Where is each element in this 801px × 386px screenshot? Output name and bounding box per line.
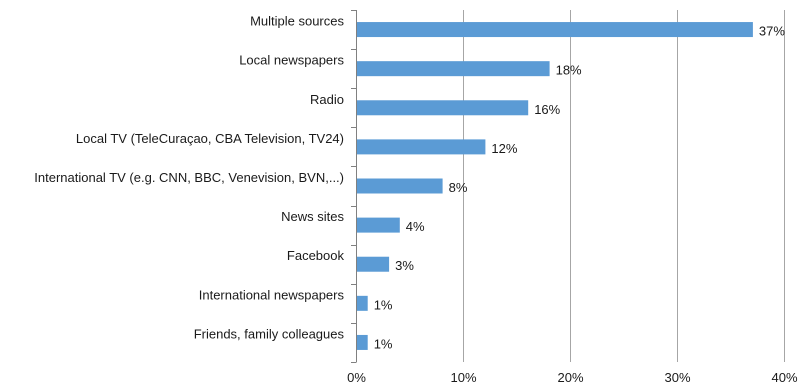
category-label: International newspapers (199, 287, 345, 302)
value-label: 8% (449, 180, 468, 195)
x-tick-label: 0% (347, 370, 366, 385)
category-label: Friends, family colleagues (194, 326, 345, 341)
value-label: 1% (374, 336, 393, 351)
bar (357, 295, 368, 311)
bars (357, 22, 753, 350)
value-label: 18% (556, 63, 582, 78)
category-label: Radio (310, 92, 344, 107)
x-tick-label: 30% (664, 370, 690, 385)
category-label: International TV (e.g. CNN, BBC, Venevis… (34, 170, 344, 185)
value-label: 12% (491, 141, 517, 156)
x-tick-label: 20% (557, 370, 583, 385)
x-tick-label: 40% (771, 370, 797, 385)
value-label: 3% (395, 258, 414, 273)
category-label: Local newspapers (239, 53, 344, 68)
bar (357, 22, 753, 38)
value-label: 4% (406, 219, 425, 234)
bar (357, 334, 368, 350)
bar (357, 61, 550, 77)
bar (357, 100, 529, 116)
gridlines (463, 10, 785, 362)
x-tick-label: 10% (450, 370, 476, 385)
bar (357, 178, 443, 194)
value-label: 16% (534, 102, 560, 117)
category-label: Local TV (TeleCuraçao, CBA Television, T… (76, 131, 344, 146)
value-label: 37% (759, 24, 785, 39)
axes (351, 10, 357, 363)
bar (357, 217, 400, 233)
bar (357, 139, 486, 155)
labels: 0% 10% 20% 30% 40% Multiple sources 37% Local n… (34, 14, 798, 385)
value-label: 1% (374, 297, 393, 312)
category-label: News sites (281, 209, 344, 224)
bar (357, 256, 390, 272)
category-label: Multiple sources (250, 14, 344, 29)
category-label: Facebook (287, 248, 345, 263)
